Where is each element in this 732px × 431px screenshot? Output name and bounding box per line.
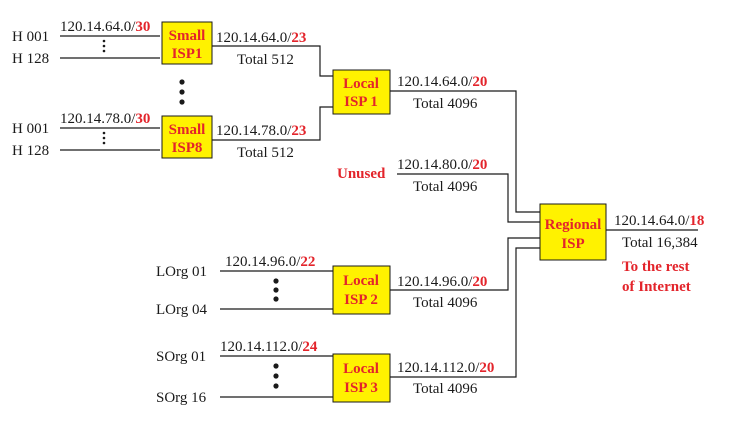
local-isp3-in-len: 24 <box>302 339 318 355</box>
small-isp1-out-total: Total 512 <box>237 52 294 68</box>
internet-label-line2: of Internet <box>622 279 691 295</box>
sorg-first: SOrg 01 <box>156 349 206 365</box>
small-isp8-label-line2: ISP8 <box>172 140 203 156</box>
host-isp8-last: H 128 <box>12 143 49 159</box>
host-isp1-last: H 128 <box>12 51 49 67</box>
local-isp2-in-prefix: 120.14.96.0/ <box>225 254 301 270</box>
local-isp3-out-prefix: 120.14.112.0/ <box>397 360 480 376</box>
host-isp1-first: H 001 <box>12 29 49 45</box>
small-isp1-in-len: 30 <box>135 19 150 35</box>
regional-isp-label-line2: ISP <box>561 236 584 252</box>
node-local-isp1: Local ISP 1 <box>332 69 391 115</box>
local-isp2-in-block: 120.14.96.0/22 <box>225 254 315 270</box>
local-isp3-in-prefix: 120.14.112.0/ <box>220 339 303 355</box>
node-regional-isp: Regional ISP <box>539 203 607 261</box>
small-isp1-label-line2: ISP1 <box>172 46 203 62</box>
node-local-isp3: Local ISP 3 <box>332 353 391 403</box>
regional-out-len: 18 <box>689 213 704 229</box>
small-isp8-label-line1: Small <box>169 122 206 138</box>
small-isp8-out-prefix: 120.14.78.0/ <box>216 123 292 139</box>
node-small-isp8: Small ISP8 <box>161 115 213 159</box>
ellipsis-lorgs <box>273 278 279 302</box>
link-unused-to-regional <box>397 173 540 223</box>
local-isp2-in-len: 22 <box>300 254 315 270</box>
lorg-last: LOrg 04 <box>156 302 207 318</box>
ellipsis-small-isps <box>179 79 185 105</box>
ellipsis-small-isp1-hosts <box>102 39 106 53</box>
unused-block: 120.14.80.0/20 <box>397 157 487 173</box>
host-isp8-first: H 001 <box>12 121 49 137</box>
local-isp1-out-prefix: 120.14.64.0/ <box>397 74 473 90</box>
link-local-isp3-to-regional <box>390 247 540 378</box>
internet-label-line1: To the rest <box>622 259 690 275</box>
link-small-isp8-to-local-isp1 <box>212 106 333 141</box>
small-isp8-out-total: Total 512 <box>237 145 294 161</box>
local-isp3-out-block: 120.14.112.0/20 <box>397 360 494 376</box>
small-isp1-label-line1: Small <box>169 28 206 44</box>
connector-lines <box>60 35 698 398</box>
lorg-first: LOrg 01 <box>156 264 207 280</box>
small-isp8-in-len: 30 <box>135 111 150 127</box>
link-local-isp1-to-regional <box>390 90 540 213</box>
local-isp2-out-total: Total 4096 <box>413 295 478 311</box>
regional-out-block: 120.14.64.0/18 <box>614 213 704 229</box>
small-isp1-out-len: 23 <box>291 30 306 46</box>
local-isp3-label-line2: ISP 3 <box>344 380 378 396</box>
small-isp8-in-prefix: 120.14.78.0/ <box>60 111 136 127</box>
unused-len: 20 <box>472 157 487 173</box>
unused-label: Unused <box>337 166 386 182</box>
small-isp8-out-block: 120.14.78.0/23 <box>216 123 306 139</box>
small-isp1-out-block: 120.14.64.0/23 <box>216 30 306 46</box>
local-isp1-out-len: 20 <box>472 74 487 90</box>
regional-isp-label-line1: Regional <box>545 217 602 233</box>
local-isp1-label-line1: Local <box>343 76 379 92</box>
link-small-isp1-to-local-isp1 <box>212 45 333 77</box>
local-isp2-label-line2: ISP 2 <box>344 292 378 308</box>
small-isp1-out-prefix: 120.14.64.0/ <box>216 30 292 46</box>
small-isp8-out-len: 23 <box>291 123 306 139</box>
link-local-isp2-to-regional <box>390 237 540 291</box>
local-isp1-out-total: Total 4096 <box>413 96 478 112</box>
local-isp1-out-block: 120.14.64.0/20 <box>397 74 487 90</box>
ellipsis-small-isp8-hosts <box>102 131 106 145</box>
regional-out-prefix: 120.14.64.0/ <box>614 213 690 229</box>
unused-total: Total 4096 <box>413 179 478 195</box>
local-isp3-label-line1: Local <box>343 361 379 377</box>
local-isp3-out-total: Total 4096 <box>413 381 478 397</box>
small-isp8-in-block: 120.14.78.0/30 <box>60 111 150 127</box>
local-isp1-label-line2: ISP 1 <box>344 94 378 110</box>
node-local-isp2: Local ISP 2 <box>332 265 391 315</box>
local-isp2-out-block: 120.14.96.0/20 <box>397 274 487 290</box>
unused-prefix: 120.14.80.0/ <box>397 157 473 173</box>
sorg-last: SOrg 16 <box>156 390 207 406</box>
small-isp1-in-prefix: 120.14.64.0/ <box>60 19 136 35</box>
regional-out-total: Total 16,384 <box>622 235 698 251</box>
local-isp3-out-len: 20 <box>479 360 494 376</box>
ellipsis-sorgs <box>273 363 279 389</box>
small-isp1-in-block: 120.14.64.0/30 <box>60 19 150 35</box>
local-isp3-in-block: 120.14.112.0/24 <box>220 339 318 355</box>
local-isp2-label-line1: Local <box>343 273 379 289</box>
local-isp2-out-prefix: 120.14.96.0/ <box>397 274 473 290</box>
node-small-isp1: Small ISP1 <box>161 21 213 65</box>
local-isp2-out-len: 20 <box>472 274 487 290</box>
